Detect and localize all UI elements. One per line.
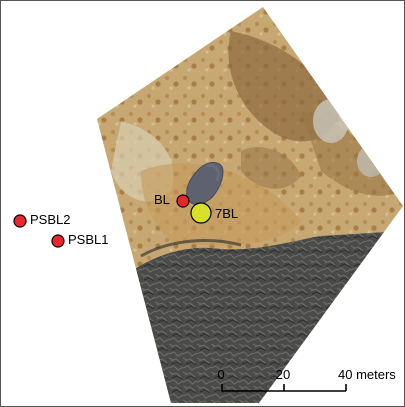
marker-label-7bl: 7BL [215, 206, 239, 221]
pond [186, 162, 224, 205]
scale-bar [221, 384, 347, 392]
marker-psbl2 [13, 214, 27, 228]
marker-label-bl: BL [154, 192, 170, 207]
marker-psbl1 [51, 234, 65, 248]
marker-7bl [190, 202, 212, 224]
marker-label-psbl1: PSBL1 [68, 232, 109, 247]
marker-label-psbl2: PSBL2 [30, 212, 71, 227]
scale-label-20: 20 [275, 367, 291, 382]
scale-label-40-meters: 40 meters [338, 367, 396, 382]
scale-label-0: 0 [217, 367, 225, 382]
marker-bl [176, 194, 190, 208]
